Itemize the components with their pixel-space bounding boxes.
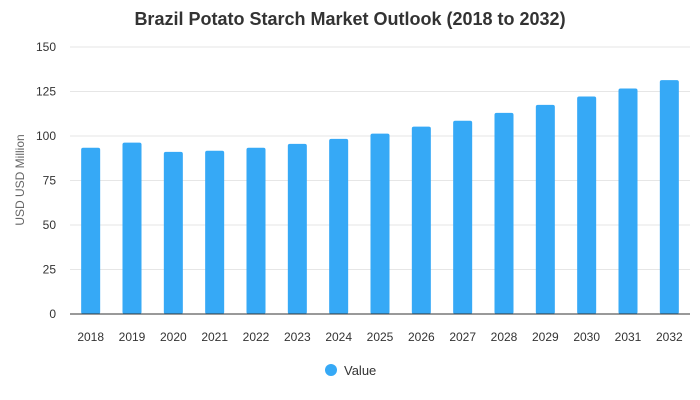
bar-2032[interactable]	[659, 80, 679, 314]
x-tick-label: 2020	[160, 330, 187, 344]
bar-2022[interactable]	[246, 147, 266, 314]
bar-2023[interactable]	[287, 143, 307, 314]
legend-swatch	[325, 364, 337, 376]
x-tick-label: 2024	[325, 330, 352, 344]
x-tick-label: 2025	[367, 330, 394, 344]
bar-2027[interactable]	[453, 120, 473, 314]
x-tick-label: 2022	[243, 330, 270, 344]
y-tick-label: 125	[36, 85, 56, 99]
legend[interactable]: Value	[325, 363, 376, 378]
y-tick-label: 0	[49, 307, 56, 321]
legend-label: Value	[344, 363, 376, 378]
bar-2020[interactable]	[163, 151, 183, 314]
x-tick-label: 2029	[532, 330, 559, 344]
x-tick-label: 2026	[408, 330, 435, 344]
y-tick-label: 150	[36, 40, 56, 54]
bar-2021[interactable]	[205, 150, 225, 314]
bar-2029[interactable]	[535, 104, 555, 314]
x-tick-label: 2018	[77, 330, 104, 344]
y-tick-label: 25	[43, 263, 57, 277]
x-tick-label: 2028	[491, 330, 518, 344]
y-tick-label: 100	[36, 129, 56, 143]
bar-2025[interactable]	[370, 133, 390, 314]
bar-2018[interactable]	[81, 147, 101, 314]
x-tick-label: 2032	[656, 330, 683, 344]
bar-2026[interactable]	[411, 126, 431, 314]
bar-2031[interactable]	[618, 88, 638, 314]
chart-title: Brazil Potato Starch Market Outlook (201…	[134, 9, 565, 29]
x-tick-label: 2030	[573, 330, 600, 344]
y-axis-label: USD USD Million	[13, 134, 27, 225]
x-tick-label: 2027	[449, 330, 476, 344]
bar-2028[interactable]	[494, 112, 514, 314]
y-axis-ticks: 0 25 50 75 100 125 150	[36, 40, 56, 321]
y-tick-label: 50	[43, 218, 57, 232]
x-axis-ticks: 2018 2019 2020 2021 2022 2023 2024 2025 2026 2027…	[77, 330, 683, 344]
x-tick-label: 2021	[201, 330, 228, 344]
bar-2030[interactable]	[577, 96, 597, 314]
x-tick-label: 2031	[615, 330, 642, 344]
y-tick-label: 75	[43, 174, 57, 188]
x-tick-label: 2023	[284, 330, 311, 344]
x-tick-label: 2019	[119, 330, 146, 344]
bars	[81, 80, 679, 314]
bar-2024[interactable]	[329, 138, 349, 314]
bar-2019[interactable]	[122, 142, 142, 314]
